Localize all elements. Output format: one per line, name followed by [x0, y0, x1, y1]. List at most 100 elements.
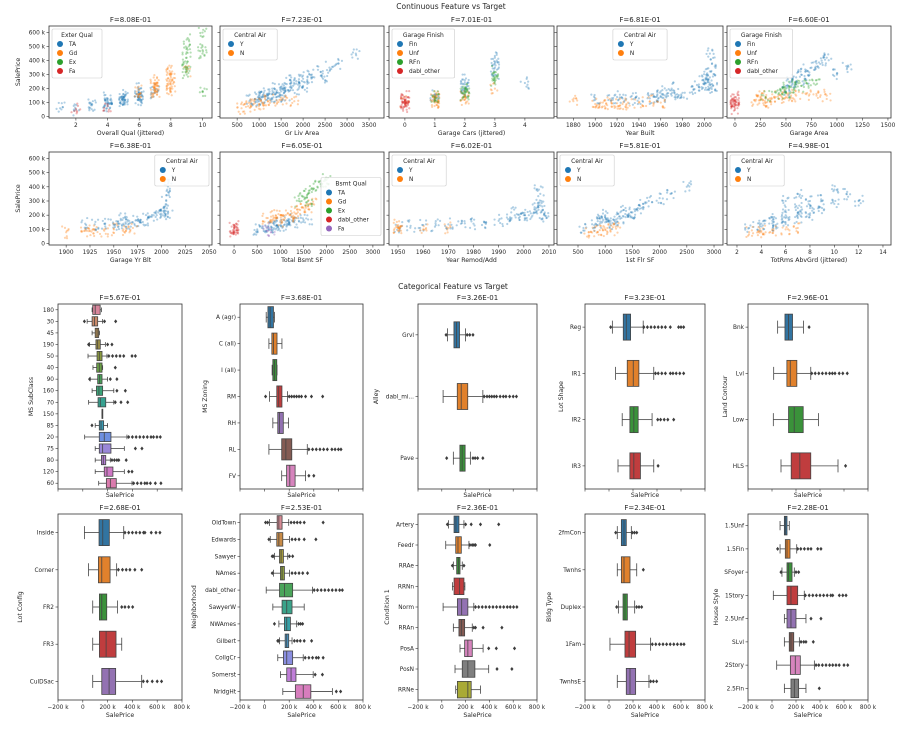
scatter-point [284, 94, 287, 97]
scatter-point [846, 190, 849, 194]
scatter-point [139, 91, 142, 95]
scatter-point [396, 224, 400, 227]
scatter-point [171, 82, 175, 85]
outlier-marker [614, 530, 618, 535]
scatter-point [802, 90, 805, 93]
scatter-point [118, 104, 121, 108]
outlier-marker [330, 588, 334, 593]
scatter-point [337, 59, 340, 62]
scatter-point [470, 217, 474, 220]
scatter-point [290, 205, 293, 208]
scatter-point [137, 98, 140, 102]
scatter-point [187, 38, 190, 41]
scatter-point [513, 214, 516, 217]
outlier-marker [802, 639, 806, 644]
scatter-point [591, 223, 594, 226]
scatter-point [182, 63, 185, 66]
scatter-point [771, 231, 775, 234]
scatter-point [234, 233, 237, 236]
scatter-point [604, 228, 607, 232]
scatter-point [734, 103, 738, 106]
scatter-point [256, 229, 259, 232]
scatter-point [244, 105, 248, 108]
scatter-point [255, 233, 258, 236]
scatter-point [525, 216, 528, 220]
scatter-point [401, 96, 405, 100]
legend-marker [326, 198, 332, 205]
scatter-point [264, 99, 268, 102]
scatter-point [857, 199, 860, 203]
scatter-point [314, 189, 317, 192]
scatter-point [774, 223, 777, 227]
scatter-point [536, 189, 539, 193]
scatter-point [781, 199, 784, 202]
scatter-point [731, 97, 734, 100]
outlier-marker [301, 621, 305, 626]
scatter-point [262, 91, 265, 94]
scatter-point [306, 78, 309, 82]
scatter-point [542, 194, 545, 197]
scatter-point [296, 211, 300, 214]
outlier-marker [122, 354, 126, 359]
scatter-point [625, 104, 628, 107]
scatter-point [796, 213, 799, 216]
scatter-point [152, 85, 155, 88]
scatter-point [831, 73, 835, 76]
scatter-point [796, 206, 799, 210]
scatter-point [463, 98, 466, 102]
scatter-point [805, 69, 808, 72]
category-label: 30 [47, 319, 55, 325]
outlier-marker [813, 371, 817, 376]
scatter-point [682, 180, 685, 184]
outlier-marker [82, 319, 87, 324]
scatter-point [761, 224, 764, 227]
scatter-point [786, 77, 789, 81]
scatter-point [701, 79, 704, 82]
scatter-point [275, 102, 279, 105]
y-axis-label: Lot Config [17, 591, 24, 622]
scatter-point [614, 102, 617, 105]
scatter-point [112, 224, 115, 227]
scatter-point [833, 185, 836, 188]
scatter-point [399, 97, 403, 100]
scatter-point [275, 224, 279, 227]
scatter-point [80, 221, 83, 224]
scatter-point [307, 191, 310, 195]
scatter-point [449, 221, 452, 224]
scatter-point [113, 225, 117, 229]
scatter-point [814, 65, 817, 68]
scatter-point [800, 73, 803, 76]
scatter-point [540, 201, 543, 205]
scatter-point [712, 56, 715, 59]
scatter-point [784, 84, 788, 87]
scatter-point [171, 78, 174, 82]
box-1story: 1Story [725, 585, 848, 606]
scatter-point [785, 92, 788, 95]
scatter-point [737, 103, 740, 106]
scatter-point [129, 221, 132, 224]
scatter-point [329, 174, 332, 178]
scatter-point [310, 198, 313, 202]
scatter-point [493, 62, 496, 65]
scatter-point [606, 217, 609, 220]
scatter-point [781, 86, 784, 90]
scatter-point [737, 102, 740, 105]
scatter-point [798, 210, 801, 213]
x-tick-label: −200 k [229, 705, 251, 711]
outlier-marker [123, 530, 127, 535]
scatter-point [437, 100, 440, 103]
category-label: Duplex [561, 605, 582, 611]
scatter-point [751, 104, 754, 107]
scatter-point [757, 99, 760, 102]
scatter-point [786, 84, 789, 87]
scatter-point [434, 99, 437, 103]
outlier-marker [270, 571, 274, 576]
scatter-point [647, 205, 650, 208]
scatter-point [461, 96, 464, 99]
scatter-point [781, 97, 785, 100]
scatter-point [617, 105, 620, 108]
scatter-point [463, 81, 466, 84]
scatter-point [181, 76, 185, 80]
outlier-marker [799, 546, 803, 551]
x-tick-label: 1000 [273, 250, 288, 256]
